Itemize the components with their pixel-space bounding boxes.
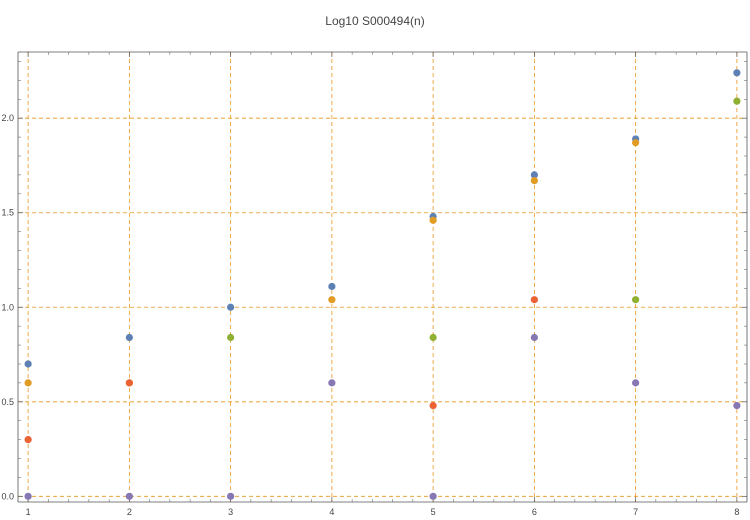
data-point-series-1 [125, 333, 133, 342]
y-tick-label: 1.0 [1, 302, 14, 312]
data-point-series-2 [328, 296, 336, 304]
data-point-series-3 [632, 296, 640, 304]
data-point-series-5 [227, 492, 235, 500]
data-point-series-2 [429, 216, 437, 224]
x-tick-label: 3 [228, 507, 233, 517]
data-point-series-5 [632, 379, 640, 387]
data-point-series-2 [632, 139, 640, 147]
data-point-series-5 [733, 401, 741, 410]
x-tick-label: 5 [431, 507, 436, 517]
x-tick-label: 2 [127, 507, 132, 517]
x-tick-label: 8 [734, 507, 739, 517]
data-point-series-4 [530, 296, 538, 304]
y-tick-label: 0.5 [1, 397, 14, 407]
grid-lines [18, 52, 747, 502]
y-tick-label: 0.0 [1, 491, 14, 501]
data-point-series-5 [328, 379, 336, 387]
data-point-series-4 [24, 436, 32, 444]
axes [17, 51, 748, 503]
data-point-series-5 [530, 333, 538, 342]
x-tick-label: 4 [329, 507, 334, 517]
axis-ticks [18, 52, 747, 502]
y-tick-label: 2.0 [1, 113, 14, 123]
data-point-series-2 [530, 176, 538, 185]
data-point-series-3 [227, 333, 235, 342]
x-tick-label: 7 [633, 507, 638, 517]
data-point-series-5 [125, 492, 133, 500]
data-points [24, 69, 741, 500]
y-tick-label: 1.5 [1, 208, 14, 218]
x-tick-label: 1 [26, 507, 31, 517]
data-point-series-3 [429, 333, 437, 342]
x-tick-label: 6 [532, 507, 537, 517]
data-point-series-1 [24, 360, 32, 368]
data-point-series-1 [328, 282, 336, 291]
data-point-series-5 [429, 492, 437, 500]
chart-title: Log10 S000494(n) [325, 14, 425, 28]
data-point-series-5 [24, 492, 32, 500]
data-point-series-1 [227, 303, 235, 311]
data-point-series-1 [733, 69, 741, 77]
data-point-series-4 [429, 401, 437, 410]
data-point-series-3 [733, 97, 741, 105]
data-point-series-1 [530, 171, 538, 179]
data-point-series-2 [24, 379, 32, 387]
tick-labels: 1 2 3 4 5 6 7 8 0.0 0.5 1.0 1.5 2.0 [1, 113, 739, 517]
data-point-series-4 [125, 379, 133, 387]
